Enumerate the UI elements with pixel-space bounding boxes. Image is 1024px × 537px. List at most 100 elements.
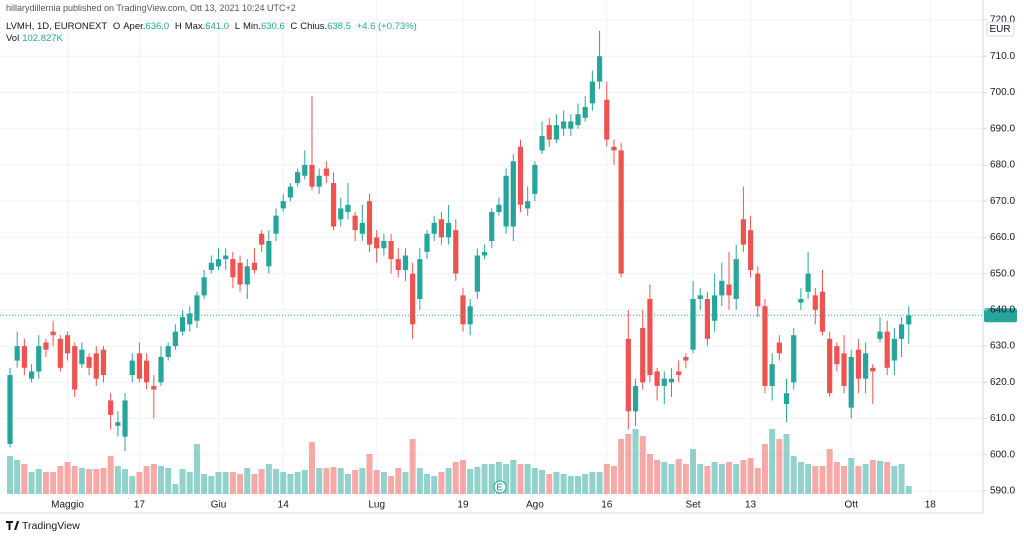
h: H xyxy=(174,21,182,32)
candle-body xyxy=(496,204,502,213)
volume-bar xyxy=(229,472,236,494)
volume-bar xyxy=(675,459,682,494)
candle-body xyxy=(855,349,862,379)
candle-body xyxy=(525,201,531,209)
volume-bar xyxy=(718,464,725,494)
candle-body xyxy=(388,241,394,260)
candle-body xyxy=(726,284,732,296)
x-tick-label: 14 xyxy=(278,500,290,511)
y-tick-label: 600.0 xyxy=(990,449,1015,460)
volume-bar xyxy=(805,464,812,494)
volume-bar xyxy=(93,469,100,494)
volume-bar xyxy=(690,449,697,494)
close: 638.5 xyxy=(327,21,351,32)
y-tick-label: 710.0 xyxy=(990,51,1015,62)
candle-body xyxy=(72,346,78,390)
candle-body xyxy=(453,230,459,274)
candle-body xyxy=(302,164,308,176)
plot xyxy=(0,0,983,497)
candle-body xyxy=(719,280,725,296)
y-tick-label: 620.0 xyxy=(990,377,1015,388)
candle-body xyxy=(827,338,833,394)
volume-bar xyxy=(876,461,883,494)
x-tick-label: Ott xyxy=(845,500,859,511)
candle-body xyxy=(316,175,322,187)
volume-bar xyxy=(488,464,495,494)
volume-bar xyxy=(14,460,21,494)
volume-bar xyxy=(388,476,395,494)
candle-body xyxy=(575,114,581,126)
x-tick-label: 16 xyxy=(601,500,613,511)
candle-body xyxy=(676,371,682,376)
candle-body xyxy=(884,331,890,368)
candle-body xyxy=(769,364,775,386)
volume-bar xyxy=(474,467,481,494)
volume-bar xyxy=(646,454,653,494)
volume-bar xyxy=(301,470,308,494)
candle-body xyxy=(108,400,114,415)
volume-bar xyxy=(510,460,517,494)
candle-body xyxy=(906,315,912,325)
candle-body xyxy=(683,356,689,361)
volume-bar xyxy=(431,476,438,494)
volume-bar xyxy=(186,472,193,494)
volume-bar xyxy=(35,469,42,494)
volume-bar xyxy=(661,462,668,494)
volume-bar xyxy=(833,462,840,494)
volume-bar xyxy=(553,472,560,494)
volume-bar xyxy=(711,462,718,494)
volume-bar xyxy=(57,466,64,494)
volume-bar xyxy=(790,456,797,494)
candle-body xyxy=(259,233,265,245)
x-tick-label: Giu xyxy=(211,500,227,511)
candle-body xyxy=(755,273,761,307)
volume-bar xyxy=(819,466,826,494)
candle-body xyxy=(546,125,552,140)
candle-body xyxy=(158,356,164,383)
candle-body xyxy=(223,255,229,260)
volume-bar xyxy=(337,468,344,494)
candle-body xyxy=(791,335,797,383)
volume-bar xyxy=(395,468,402,494)
candle-body xyxy=(661,378,667,386)
x-tick-label: 17 xyxy=(134,500,146,511)
candle-body xyxy=(194,295,200,321)
volume-bar xyxy=(215,472,222,494)
y-tick-label: 650.0 xyxy=(990,268,1015,279)
volume-bar xyxy=(632,429,639,494)
candle-body xyxy=(863,353,869,379)
candle-body xyxy=(532,164,538,194)
candle-body xyxy=(129,360,135,376)
volume-bar xyxy=(352,470,359,494)
candle-body xyxy=(445,222,452,238)
open: 636.0 xyxy=(145,21,170,32)
candle-body xyxy=(690,298,696,350)
legend: LVMH, 1D, EURONEXT O Aper.636.0 H Max.641.… xyxy=(6,21,420,32)
volume-bar xyxy=(438,472,445,494)
footer-logo xyxy=(6,521,20,530)
candle-body xyxy=(431,222,437,234)
volume-bar xyxy=(323,468,330,494)
volume-bar xyxy=(129,476,136,494)
volume-bar xyxy=(157,466,164,494)
volume-bar xyxy=(884,462,891,494)
volume-bar xyxy=(294,472,301,494)
volume-bar xyxy=(71,466,78,494)
candle-body xyxy=(740,219,746,245)
candle-body xyxy=(402,255,409,270)
vol: Vol xyxy=(6,33,20,44)
candle-body xyxy=(352,215,358,231)
volume-bar xyxy=(668,464,675,494)
volume-bar xyxy=(467,469,474,494)
candle-body xyxy=(747,230,754,270)
change: +4.6 (+0.73%) xyxy=(356,21,417,32)
candle-body xyxy=(460,295,466,325)
currency-box xyxy=(986,21,1015,37)
candle-body xyxy=(28,371,35,379)
volume-bar xyxy=(610,466,617,494)
volume-bar xyxy=(7,456,13,494)
candle-body xyxy=(208,262,214,270)
candle-body xyxy=(848,356,854,408)
volume-bar xyxy=(891,466,898,494)
